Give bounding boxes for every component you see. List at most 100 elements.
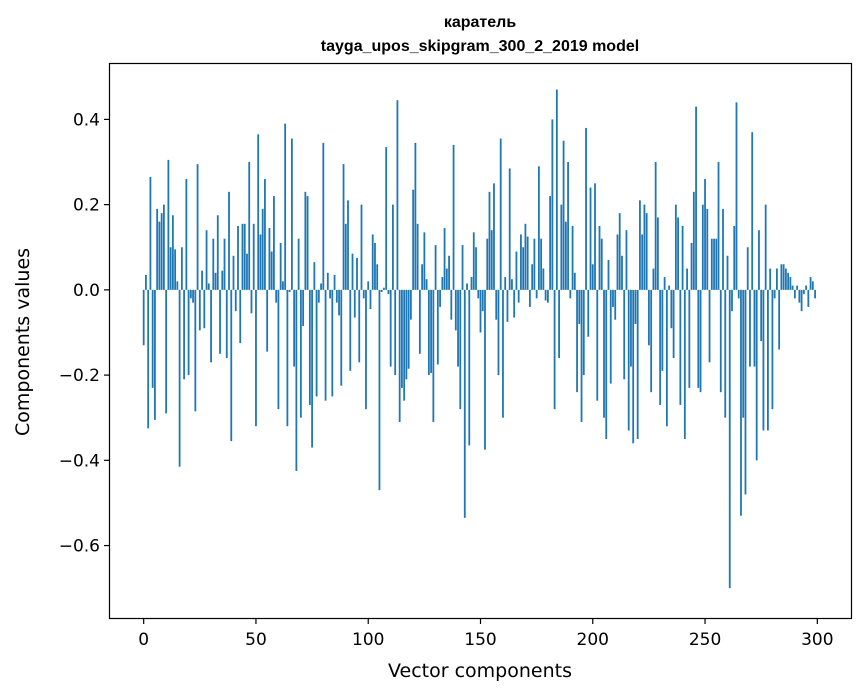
bar xyxy=(288,289,291,292)
bar xyxy=(515,251,518,290)
bar xyxy=(360,204,363,290)
bar xyxy=(495,289,498,320)
bar xyxy=(461,245,464,290)
bar xyxy=(151,289,154,388)
bar xyxy=(735,102,738,290)
bar xyxy=(793,289,796,299)
bar xyxy=(338,289,340,316)
bar xyxy=(243,223,246,290)
bar xyxy=(800,289,803,312)
bar xyxy=(634,289,637,324)
bar xyxy=(618,213,621,290)
bar xyxy=(787,272,790,290)
bar xyxy=(598,225,601,290)
bar xyxy=(549,196,552,290)
bar xyxy=(295,289,298,471)
bar xyxy=(529,289,531,307)
bar xyxy=(573,272,576,290)
bar xyxy=(322,142,325,290)
bar xyxy=(457,289,459,367)
bar xyxy=(582,289,585,376)
bar xyxy=(477,289,480,299)
bar xyxy=(454,289,457,331)
bar xyxy=(299,289,302,418)
x-tick-label: 150 xyxy=(464,630,496,650)
bar xyxy=(479,289,482,333)
bar xyxy=(493,183,495,290)
bar xyxy=(409,289,412,320)
bar xyxy=(508,168,511,290)
bar xyxy=(302,289,305,327)
bar xyxy=(717,162,720,290)
bar xyxy=(145,274,147,290)
bar xyxy=(614,289,617,320)
bar xyxy=(535,289,538,299)
bar xyxy=(607,260,610,290)
bar xyxy=(665,289,668,427)
bar xyxy=(484,289,486,450)
bar xyxy=(282,281,284,290)
y-tick-label: −0.4 xyxy=(59,451,100,471)
bar xyxy=(506,289,509,322)
bar xyxy=(683,289,686,440)
bar xyxy=(331,289,334,397)
bar xyxy=(728,289,731,589)
bar xyxy=(751,132,754,290)
x-tick-label: 100 xyxy=(352,630,384,650)
bar xyxy=(311,289,313,448)
bar xyxy=(791,285,794,290)
bar xyxy=(760,289,763,341)
bar xyxy=(205,230,208,290)
bar xyxy=(627,289,630,431)
bar xyxy=(156,208,159,290)
bar xyxy=(784,268,787,290)
bar xyxy=(670,289,673,329)
bar xyxy=(576,289,578,393)
bar xyxy=(196,164,199,290)
bar xyxy=(497,289,500,376)
bar xyxy=(414,142,417,290)
bar xyxy=(551,119,554,290)
bar xyxy=(216,215,219,290)
bar xyxy=(149,176,152,290)
bar xyxy=(255,289,257,427)
bar xyxy=(169,247,172,290)
bar xyxy=(679,289,682,405)
bar xyxy=(733,225,736,290)
bar xyxy=(434,245,437,290)
bar xyxy=(452,144,455,290)
bar xyxy=(811,281,814,290)
bar xyxy=(605,289,608,440)
bar xyxy=(767,289,769,431)
bar xyxy=(403,289,406,401)
bar xyxy=(369,289,372,310)
bar xyxy=(142,289,145,346)
bar xyxy=(809,277,812,290)
bar xyxy=(259,234,262,290)
bar xyxy=(643,204,646,290)
bar xyxy=(418,289,421,354)
bar xyxy=(207,283,210,290)
bar xyxy=(596,289,599,401)
bar xyxy=(668,285,671,290)
bar xyxy=(416,223,419,290)
bar xyxy=(396,100,399,290)
bar xyxy=(755,289,758,461)
bar xyxy=(553,289,556,410)
bar xyxy=(407,289,410,369)
x-tick-label: 300 xyxy=(801,630,833,650)
bar xyxy=(427,289,430,376)
bar xyxy=(645,213,648,290)
bar xyxy=(463,289,466,518)
bar xyxy=(383,287,385,290)
chart-subtitle: tayga_upos_skipgram_300_2_2019 model xyxy=(321,38,639,55)
bar xyxy=(284,123,287,290)
bar xyxy=(443,228,446,290)
bar xyxy=(306,196,309,290)
x-tick-label: 200 xyxy=(577,630,609,650)
bar xyxy=(275,289,278,303)
bar xyxy=(165,289,168,414)
bar xyxy=(706,208,709,290)
bar xyxy=(744,289,747,495)
bar xyxy=(187,289,190,376)
